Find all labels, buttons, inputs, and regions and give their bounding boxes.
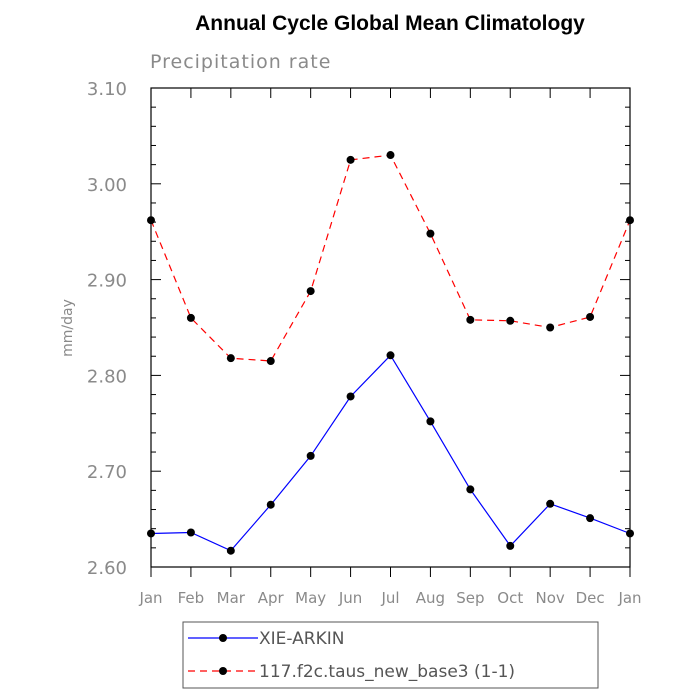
x-tick-label: Jun [338,589,362,607]
series-0-point [186,528,195,537]
y-tick-label: 3.10 [87,79,127,100]
x-tick-label: Aug [416,589,445,607]
legend-label: XIE-ARKIN [259,629,344,649]
x-tick-label: Feb [178,589,205,607]
series-0-point [506,541,515,550]
series-line-1 [150,154,631,362]
legend-swatch-marker [219,667,227,675]
x-tick-label: Apr [258,589,285,607]
x-tick-label: Oct [497,589,523,607]
series-1-point [266,357,275,366]
x-tick-label: Sep [456,589,484,607]
legend: XIE-ARKIN 117.f2c.taus_new_base3 (1-1) [182,621,599,689]
y-tick-label: 2.80 [87,366,127,387]
series-line-0 [150,354,631,552]
series-0-point [586,514,595,523]
x-tick-label: May [295,589,326,607]
series-1-point [546,323,555,332]
series-0-point [346,392,355,401]
series-0-point [226,546,235,555]
series-0-point [626,529,634,538]
series-1-point [306,287,315,296]
plot-frame [150,87,631,568]
series-1-point [586,312,595,321]
series-1-point [226,354,235,363]
y-tick-label: 3.00 [87,175,127,196]
series-layer [147,151,634,555]
series-1-point [386,151,395,160]
series-0-point [546,499,555,508]
chart-subtitle: Precipitation rate [150,51,331,73]
legend-swatch-marker [219,634,227,642]
legend-label: 117.f2c.taus_new_base3 (1-1) [259,662,515,682]
x-tick-label: Dec [576,589,605,607]
series-0-point [466,485,475,494]
axes: 2.60 2.70 2.80 2.90 3.00 3.10 Jan Feb Mar Apr May J… [87,79,642,607]
x-tick-label: Jan [138,589,162,607]
series-0-point [426,417,435,426]
x-tick-label: Mar [217,589,246,607]
y-tick-label: 2.60 [87,558,127,579]
y-tick-label: 2.90 [87,271,127,292]
x-tick-label: Nov [536,589,565,607]
series-0-point [266,500,275,509]
legend-box [182,621,599,689]
chart-title: Annual Cycle Global Mean Climatology [195,12,585,35]
series-0-point [147,529,155,538]
series-0-point [386,351,395,360]
series-1-point [466,315,475,324]
series-1-point [346,155,355,164]
y-tick-label: 2.70 [87,462,127,483]
series-1-point [186,313,195,322]
series-0-point [306,451,315,460]
y-axis-label: mm/day [60,299,76,357]
series-1-point [426,229,435,238]
x-tick-label: Jul [380,589,399,607]
x-tick-label: Jan [617,589,641,607]
series-1-point [626,216,634,225]
series-1-point [147,216,155,225]
series-1-point [506,316,515,325]
